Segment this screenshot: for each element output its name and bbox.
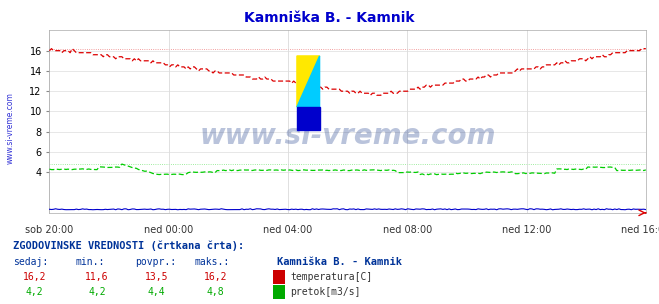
Text: ned 16:00: ned 16:00: [621, 225, 659, 235]
Text: ZGODOVINSKE VREDNOSTI (črtkana črta):: ZGODOVINSKE VREDNOSTI (črtkana črta):: [13, 240, 244, 251]
Text: 4,4: 4,4: [148, 287, 165, 297]
Polygon shape: [297, 56, 320, 107]
Text: Kamniška B. - Kamnik: Kamniška B. - Kamnik: [277, 257, 402, 267]
Text: maks.:: maks.:: [194, 257, 229, 267]
Text: www.si-vreme.com: www.si-vreme.com: [200, 122, 496, 150]
Text: Kamniška B. - Kamnik: Kamniška B. - Kamnik: [244, 11, 415, 25]
Text: 13,5: 13,5: [144, 272, 168, 282]
Text: temperatura[C]: temperatura[C]: [290, 272, 372, 282]
Text: sedaj:: sedaj:: [13, 257, 48, 267]
Text: 16,2: 16,2: [22, 272, 46, 282]
Text: ned 12:00: ned 12:00: [502, 225, 551, 235]
Text: ned 04:00: ned 04:00: [264, 225, 312, 235]
Bar: [297, 107, 320, 130]
Text: pretok[m3/s]: pretok[m3/s]: [290, 287, 360, 297]
Polygon shape: [297, 56, 320, 107]
Text: www.si-vreme.com: www.si-vreme.com: [5, 92, 14, 164]
Text: 4,2: 4,2: [26, 287, 43, 297]
Text: min.:: min.:: [76, 257, 105, 267]
Text: 4,8: 4,8: [207, 287, 224, 297]
Text: povpr.:: povpr.:: [135, 257, 176, 267]
Text: 16,2: 16,2: [204, 272, 227, 282]
Text: sob 20:00: sob 20:00: [25, 225, 74, 235]
Text: 11,6: 11,6: [85, 272, 109, 282]
Text: ned 00:00: ned 00:00: [144, 225, 193, 235]
Text: 4,2: 4,2: [88, 287, 105, 297]
Text: ned 08:00: ned 08:00: [383, 225, 432, 235]
